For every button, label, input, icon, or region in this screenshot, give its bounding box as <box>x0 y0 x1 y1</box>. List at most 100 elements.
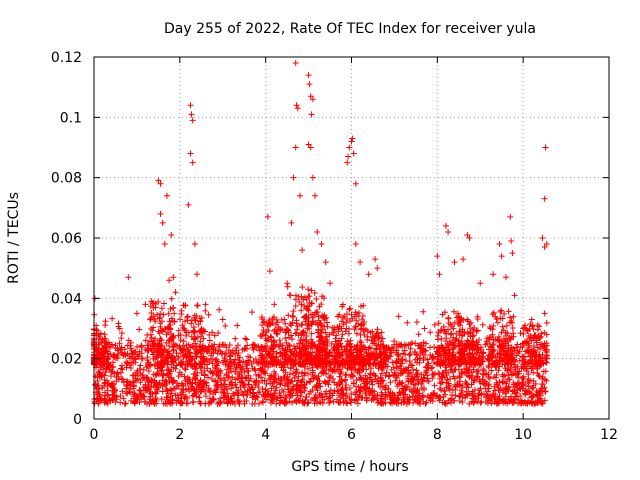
data-point <box>192 317 199 324</box>
data-point <box>338 344 345 351</box>
data-point <box>517 386 524 393</box>
data-point <box>418 345 425 352</box>
data-point <box>436 271 443 278</box>
data-point <box>440 346 447 353</box>
data-point <box>140 366 147 373</box>
data-point <box>427 344 434 351</box>
data-point <box>102 335 109 342</box>
data-point <box>155 340 162 347</box>
data-point <box>290 351 297 358</box>
data-point <box>309 340 316 347</box>
data-point <box>194 302 201 309</box>
data-point <box>342 348 349 355</box>
data-point <box>303 394 310 401</box>
data-point <box>281 382 288 389</box>
data-point <box>147 316 154 323</box>
data-point <box>496 396 503 403</box>
data-point <box>163 379 170 386</box>
data-point <box>103 340 110 347</box>
data-point <box>233 389 240 396</box>
data-point <box>499 315 506 322</box>
data-point <box>463 384 470 391</box>
data-point <box>169 358 176 365</box>
data-point <box>190 399 197 406</box>
data-point <box>480 349 487 356</box>
data-point <box>131 399 138 406</box>
data-point <box>529 352 536 359</box>
data-point <box>249 400 256 407</box>
data-point <box>506 319 513 326</box>
data-point <box>105 353 112 360</box>
data-point <box>541 329 548 336</box>
data-point <box>303 379 310 386</box>
data-point <box>197 400 204 407</box>
data-point <box>413 367 420 374</box>
data-point <box>470 366 477 373</box>
data-point <box>172 289 179 296</box>
data-point <box>488 395 495 402</box>
data-point <box>182 318 189 325</box>
data-point <box>221 392 228 399</box>
data-point <box>165 348 172 355</box>
data-point <box>458 387 465 394</box>
data-point <box>348 399 355 406</box>
data-point <box>309 96 316 103</box>
data-point <box>274 331 281 338</box>
data-point <box>337 380 344 387</box>
data-point <box>221 398 228 405</box>
data-point <box>228 385 235 392</box>
data-point <box>179 382 186 389</box>
data-point <box>304 325 311 332</box>
data-point <box>455 321 462 328</box>
data-point <box>218 381 225 388</box>
data-point <box>165 390 172 397</box>
data-point <box>175 395 182 402</box>
data-point <box>496 378 503 385</box>
data-point <box>347 318 354 325</box>
data-point <box>342 328 349 335</box>
data-point <box>298 307 305 314</box>
data-point <box>113 373 120 380</box>
data-point <box>473 374 480 381</box>
data-point <box>511 292 518 299</box>
data-point <box>447 366 454 373</box>
data-point <box>316 354 323 361</box>
data-point <box>366 385 373 392</box>
data-point <box>269 394 276 401</box>
data-point <box>508 334 515 341</box>
data-point <box>242 375 249 382</box>
data-point <box>284 283 291 290</box>
data-point <box>485 362 492 369</box>
data-point <box>341 361 348 368</box>
data-point <box>456 354 463 361</box>
data-point <box>377 355 384 362</box>
data-point <box>511 358 518 365</box>
data-point <box>382 344 389 351</box>
data-point <box>233 347 240 354</box>
data-point <box>304 400 311 407</box>
data-point <box>157 210 164 217</box>
data-point <box>185 348 192 355</box>
data-point <box>298 301 305 308</box>
data-point <box>510 313 517 320</box>
data-point <box>148 334 155 341</box>
data-point <box>377 383 384 390</box>
data-point <box>96 334 103 341</box>
data-point <box>503 385 510 392</box>
data-point <box>363 395 370 402</box>
data-point <box>440 370 447 377</box>
data-point <box>337 340 344 347</box>
data-point <box>344 159 351 166</box>
data-point <box>375 399 382 406</box>
data-point <box>301 369 308 376</box>
data-point <box>117 399 124 406</box>
data-point <box>295 294 302 301</box>
data-point <box>197 318 204 325</box>
data-point <box>343 319 350 326</box>
data-point <box>400 350 407 357</box>
data-point <box>329 375 336 382</box>
data-point <box>259 351 266 358</box>
data-point <box>120 395 127 402</box>
data-point <box>406 399 413 406</box>
data-point <box>521 324 528 331</box>
